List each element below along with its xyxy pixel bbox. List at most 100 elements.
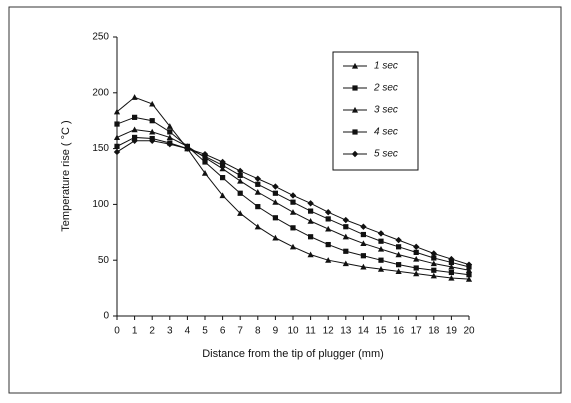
point bbox=[342, 233, 349, 240]
point bbox=[219, 192, 226, 199]
point bbox=[360, 263, 367, 270]
x-tick-label: 8 bbox=[255, 326, 261, 337]
point bbox=[448, 259, 454, 266]
x-tick-label: 7 bbox=[237, 326, 243, 337]
point bbox=[325, 257, 332, 263]
point bbox=[377, 266, 385, 272]
point bbox=[149, 118, 155, 124]
point bbox=[343, 224, 349, 230]
x-tick-label: 4 bbox=[185, 326, 191, 337]
x-tick-label: 6 bbox=[220, 326, 226, 337]
x-tick-label: 14 bbox=[358, 326, 370, 337]
point bbox=[220, 175, 226, 181]
legend-marker bbox=[351, 106, 359, 113]
point bbox=[219, 165, 226, 172]
point bbox=[378, 238, 384, 244]
point bbox=[360, 231, 366, 238]
y-tick-label: 0 bbox=[103, 311, 109, 322]
x-tick-label: 16 bbox=[393, 326, 405, 337]
point bbox=[254, 189, 261, 195]
y-tick-label: 250 bbox=[92, 32, 109, 43]
point bbox=[308, 234, 314, 240]
point bbox=[272, 183, 279, 190]
point bbox=[413, 255, 420, 262]
point bbox=[465, 261, 473, 268]
point bbox=[307, 251, 314, 258]
x-tick-label: 0 bbox=[114, 326, 120, 337]
x-axis-label: Distance from the tip of plugger (mm) bbox=[202, 348, 384, 360]
point bbox=[431, 267, 437, 273]
frame bbox=[8, 6, 562, 394]
x-tick-label: 2 bbox=[149, 326, 155, 337]
legend-label: 4 sec bbox=[374, 127, 398, 138]
point bbox=[325, 241, 331, 248]
point bbox=[167, 129, 173, 135]
x-tick-label: 9 bbox=[273, 326, 279, 337]
point bbox=[466, 272, 472, 278]
y-tick-label: 150 bbox=[92, 143, 109, 154]
point bbox=[325, 216, 331, 222]
y-tick-label: 50 bbox=[98, 255, 110, 266]
point bbox=[131, 126, 138, 133]
point bbox=[114, 143, 120, 149]
point bbox=[377, 245, 385, 252]
point bbox=[113, 134, 121, 141]
x-tick-label: 10 bbox=[287, 326, 299, 337]
point bbox=[413, 249, 419, 255]
point bbox=[131, 137, 138, 144]
point bbox=[378, 257, 384, 263]
x-tick-label: 18 bbox=[428, 326, 440, 337]
point bbox=[113, 108, 121, 115]
legend-label: 1 sec bbox=[374, 61, 398, 72]
x-tick-label: 12 bbox=[323, 326, 335, 337]
point bbox=[308, 208, 314, 214]
point bbox=[289, 243, 297, 250]
legend-marker bbox=[352, 129, 358, 135]
point bbox=[360, 240, 367, 247]
point bbox=[325, 225, 332, 232]
x-tick-label: 3 bbox=[167, 326, 173, 337]
point bbox=[307, 218, 314, 224]
point bbox=[254, 223, 261, 230]
point bbox=[465, 276, 473, 282]
point bbox=[255, 181, 261, 187]
y-axis-label: Temperature rise ( °C ) bbox=[60, 120, 72, 231]
point bbox=[325, 209, 332, 216]
x-tick-label: 19 bbox=[446, 326, 458, 337]
point bbox=[289, 192, 297, 199]
point bbox=[166, 140, 173, 148]
x-tick-label: 17 bbox=[411, 326, 423, 337]
legend-label: 2 sec bbox=[373, 83, 398, 94]
y-tick-label: 100 bbox=[92, 199, 109, 210]
point bbox=[255, 204, 261, 210]
point bbox=[166, 123, 173, 129]
point bbox=[413, 270, 420, 277]
point bbox=[360, 253, 366, 259]
point bbox=[149, 128, 156, 135]
point bbox=[272, 199, 279, 205]
point bbox=[343, 248, 349, 254]
point bbox=[395, 236, 402, 244]
point bbox=[272, 190, 278, 196]
point bbox=[290, 225, 296, 231]
legend-marker bbox=[351, 150, 359, 158]
point bbox=[237, 210, 244, 216]
point bbox=[396, 262, 402, 268]
point bbox=[413, 243, 420, 251]
point bbox=[254, 175, 261, 182]
point bbox=[219, 158, 226, 166]
x-tick-label: 1 bbox=[132, 326, 138, 337]
point bbox=[448, 274, 455, 281]
point bbox=[166, 134, 173, 141]
point bbox=[132, 134, 138, 141]
point bbox=[430, 250, 437, 257]
legend-box bbox=[332, 51, 419, 171]
point bbox=[237, 190, 243, 196]
point bbox=[237, 172, 243, 178]
point bbox=[131, 94, 138, 100]
point bbox=[237, 177, 244, 184]
point bbox=[342, 260, 349, 267]
point bbox=[448, 263, 455, 270]
point bbox=[289, 209, 297, 215]
